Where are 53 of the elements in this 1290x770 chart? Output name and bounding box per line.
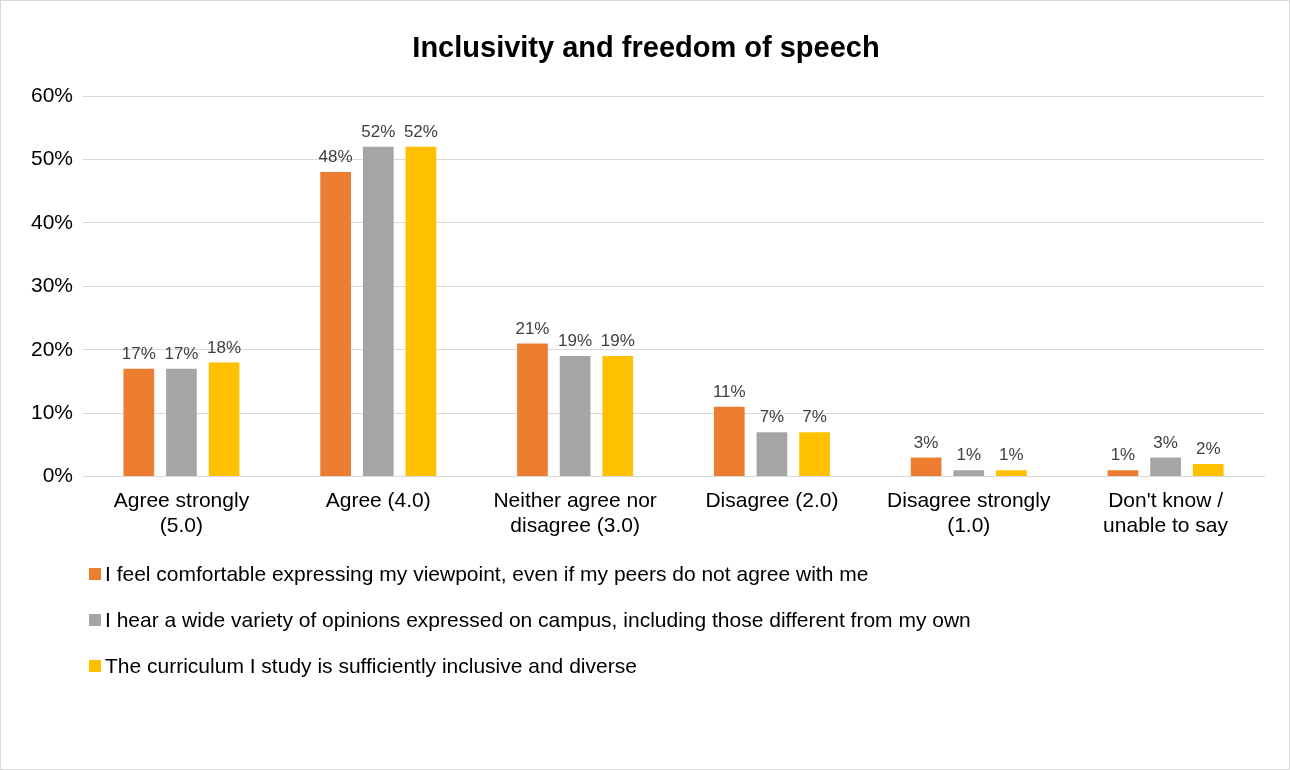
data-label: 18% xyxy=(207,337,242,357)
chart-title: Inclusivity and freedom of speech xyxy=(411,31,881,64)
bar xyxy=(166,368,197,477)
y-tick-label: 40% xyxy=(31,209,74,233)
bar xyxy=(208,362,240,477)
bar xyxy=(602,356,634,477)
legend-label: I hear a wide variety of opinions expressed on campus, including those different from my own xyxy=(105,607,971,633)
data-label: 19% xyxy=(600,331,635,351)
x-tick-label: Agree strongly (5.0) xyxy=(113,488,250,537)
bar xyxy=(559,356,591,477)
y-tick-label: 0% xyxy=(42,463,74,487)
x-tick-label: Disagree strongly (1.0) xyxy=(887,488,1051,537)
x-tick-label: Disagree (2.0) xyxy=(705,488,839,511)
y-tick-label: 10% xyxy=(31,399,74,423)
bar xyxy=(362,146,394,477)
bar xyxy=(953,470,985,477)
data-label: 7% xyxy=(802,407,827,427)
bar xyxy=(996,470,1027,477)
data-label: 1% xyxy=(1110,445,1136,465)
data-label: 1% xyxy=(999,445,1024,465)
data-label: 52% xyxy=(361,121,396,141)
bar xyxy=(123,368,155,477)
y-tick-label: 60% xyxy=(31,82,74,106)
data-label: 17% xyxy=(121,343,156,363)
data-label: 3% xyxy=(1153,432,1178,452)
bar xyxy=(1150,457,1181,477)
bar xyxy=(756,432,788,477)
bar xyxy=(799,432,830,477)
data-label: 19% xyxy=(558,331,593,351)
data-label: 21% xyxy=(515,318,550,338)
bar xyxy=(713,406,745,477)
data-label: 7% xyxy=(759,407,785,427)
bar xyxy=(1107,470,1139,477)
bar xyxy=(910,457,942,477)
x-tick-label: Neither agree nor disagree (3.0) xyxy=(493,488,657,537)
data-label: 48% xyxy=(318,147,353,167)
bar xyxy=(320,172,351,477)
bar xyxy=(517,343,548,477)
data-label: 1% xyxy=(956,445,982,465)
data-label: 17% xyxy=(164,343,199,363)
x-tick-label: Agree (4.0) xyxy=(325,488,431,511)
bar xyxy=(1192,463,1224,477)
legend-label: The curriculum I study is sufficiently inclusive and diverse xyxy=(105,653,637,679)
data-label: 2% xyxy=(1195,439,1221,459)
data-label: 3% xyxy=(913,432,939,452)
y-tick-label: 20% xyxy=(31,336,74,360)
bar xyxy=(405,146,437,477)
y-tick-label: 50% xyxy=(31,146,74,170)
x-tick-label: Don't know / unable to say xyxy=(1103,488,1229,537)
y-tick-label: 30% xyxy=(31,273,74,297)
data-label: 11% xyxy=(712,382,746,402)
data-label: 52% xyxy=(403,121,438,141)
legend-label: I feel comfortable expressing my viewpoint, even if my peers do not agree with me xyxy=(105,561,869,587)
